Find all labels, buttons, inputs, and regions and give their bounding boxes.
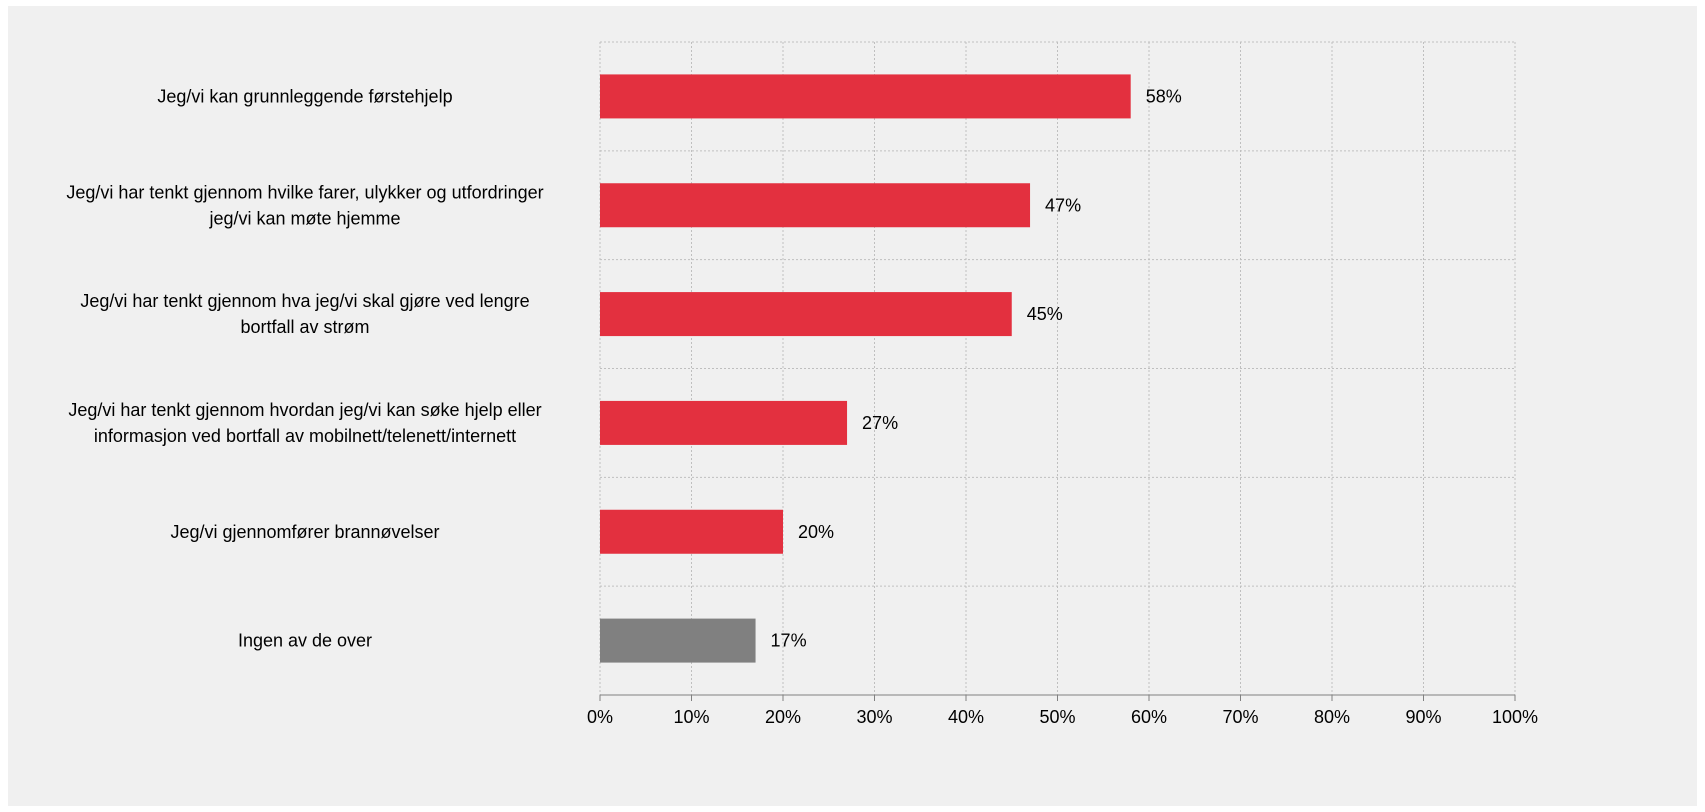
x-tick-label: 10% bbox=[673, 707, 709, 727]
bar bbox=[600, 618, 756, 663]
category-label-line: informasjon ved bortfall av mobilnett/te… bbox=[94, 426, 516, 446]
x-tick-label: 80% bbox=[1314, 707, 1350, 727]
x-tick-label: 30% bbox=[856, 707, 892, 727]
category-label-line: Jeg/vi gjennomfører brannøvelser bbox=[170, 522, 439, 542]
x-tick-label: 40% bbox=[948, 707, 984, 727]
x-tick-label: 70% bbox=[1222, 707, 1258, 727]
bars bbox=[600, 74, 1131, 663]
gridlines bbox=[599, 41, 1516, 696]
category-label: Jeg/vi har tenkt gjennom hvilke farer, u… bbox=[66, 182, 543, 228]
data-label: 20% bbox=[798, 522, 834, 542]
x-axis: 0% 10% 20% 30% 40% 50% 60% 70% 80% 90% 100% bbox=[587, 694, 1538, 727]
category-label: Jeg/vi kan grunnleggende førstehjelp bbox=[157, 86, 452, 106]
category-label: Jeg/vi har tenkt gjennom hva jeg/vi skal… bbox=[80, 291, 529, 337]
category-label-line: Jeg/vi kan grunnleggende førstehjelp bbox=[157, 86, 452, 106]
x-tick-label: 20% bbox=[765, 707, 801, 727]
bar bbox=[600, 400, 848, 445]
data-label: 58% bbox=[1146, 86, 1182, 106]
category-label-line: Jeg/vi har tenkt gjennom hvilke farer, u… bbox=[66, 182, 543, 202]
chart-area: Jeg/vi kan grunnleggende førstehjelp Jeg/… bbox=[8, 6, 1697, 806]
x-tick-label: 0% bbox=[587, 707, 613, 727]
data-labels: 58% 47% 45% 27% 20% 17% bbox=[771, 86, 1182, 650]
data-label: 27% bbox=[862, 413, 898, 433]
category-label-line: Jeg/vi har tenkt gjennom hva jeg/vi skal… bbox=[80, 291, 529, 311]
data-label: 45% bbox=[1027, 304, 1063, 324]
category-label-line: Ingen av de over bbox=[238, 631, 372, 651]
data-label: 47% bbox=[1045, 195, 1081, 215]
bar bbox=[600, 292, 1012, 337]
bar bbox=[600, 74, 1131, 119]
category-label-line: bortfall av strøm bbox=[240, 317, 369, 337]
x-tick-label: 60% bbox=[1131, 707, 1167, 727]
category-label-line: jeg/vi kan møte hjemme bbox=[208, 208, 400, 228]
category-label-line: Jeg/vi har tenkt gjennom hvordan jeg/vi … bbox=[68, 400, 541, 420]
bar bbox=[600, 509, 783, 554]
category-label: Ingen av de over bbox=[238, 631, 372, 651]
x-tick-label: 90% bbox=[1405, 707, 1441, 727]
x-tick-label: 100% bbox=[1492, 707, 1538, 727]
data-label: 17% bbox=[771, 631, 807, 651]
category-label: Jeg/vi har tenkt gjennom hvordan jeg/vi … bbox=[68, 400, 541, 446]
bar-chart: Jeg/vi kan grunnleggende førstehjelp Jeg/… bbox=[66, 41, 1538, 727]
x-tick-label: 50% bbox=[1039, 707, 1075, 727]
bar bbox=[600, 183, 1031, 228]
category-label: Jeg/vi gjennomfører brannøvelser bbox=[170, 522, 439, 542]
category-labels: Jeg/vi kan grunnleggende førstehjelp Jeg/… bbox=[66, 86, 543, 650]
